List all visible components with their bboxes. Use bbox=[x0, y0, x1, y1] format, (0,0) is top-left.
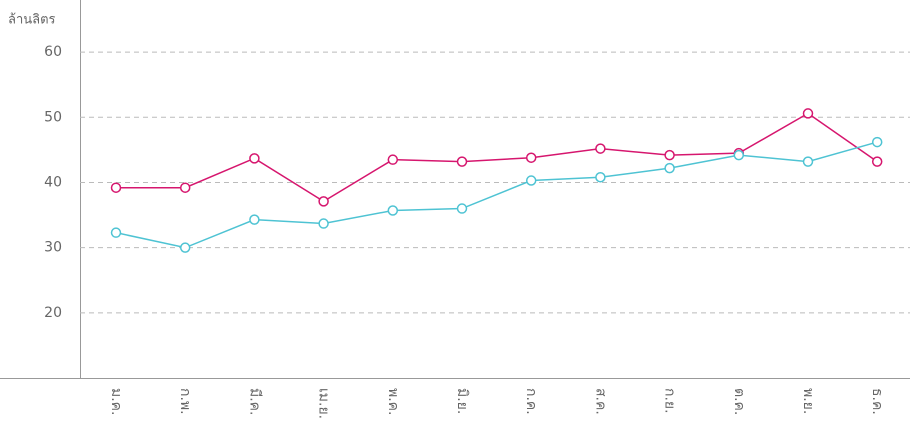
x-tick-label: ก.ค. bbox=[523, 388, 539, 415]
x-tick-label: ม.ค. bbox=[108, 388, 124, 416]
x-tick-label: เม.ย. bbox=[316, 388, 332, 419]
point bbox=[802, 156, 814, 167]
x-tick-label: มี.ค. bbox=[246, 388, 262, 416]
x-tick-label: ต.ค. bbox=[731, 388, 747, 415]
y-tick-label: 60 bbox=[44, 44, 62, 60]
point bbox=[595, 143, 606, 154]
point bbox=[249, 214, 260, 225]
y-tick-label: 50 bbox=[44, 109, 62, 125]
point bbox=[595, 172, 606, 183]
x-tick-label: ส.ค. bbox=[592, 388, 608, 415]
x-tick-label: ธ.ค. bbox=[869, 388, 885, 415]
x-tick-label: พ.ค. bbox=[385, 388, 401, 416]
point bbox=[387, 154, 399, 165]
point bbox=[733, 149, 745, 161]
point bbox=[525, 175, 537, 186]
y-axis-label: ล้านลิตร bbox=[8, 13, 56, 28]
point bbox=[110, 227, 122, 238]
x-tick-label: มิ.ย. bbox=[454, 388, 470, 414]
point bbox=[456, 156, 468, 167]
point bbox=[179, 242, 191, 253]
point bbox=[179, 182, 191, 193]
point bbox=[249, 153, 260, 164]
point bbox=[110, 182, 122, 193]
point bbox=[318, 218, 329, 229]
y-tick-label: 20 bbox=[44, 305, 62, 321]
x-tick-label: พ.ย. bbox=[800, 388, 816, 414]
point bbox=[664, 162, 675, 174]
x-tick-label: ก.ย. bbox=[662, 388, 678, 414]
point bbox=[802, 108, 814, 119]
point bbox=[525, 152, 537, 163]
x-tick-label: ก.พ. bbox=[177, 388, 193, 415]
point bbox=[387, 205, 399, 216]
point bbox=[871, 136, 883, 148]
point bbox=[456, 203, 468, 214]
y-tick-label: 40 bbox=[44, 174, 62, 190]
point bbox=[664, 149, 675, 161]
series-line bbox=[115, 141, 878, 249]
series-line bbox=[116, 112, 878, 203]
point bbox=[318, 196, 329, 207]
point bbox=[871, 156, 883, 167]
y-tick-label: 30 bbox=[44, 240, 62, 256]
